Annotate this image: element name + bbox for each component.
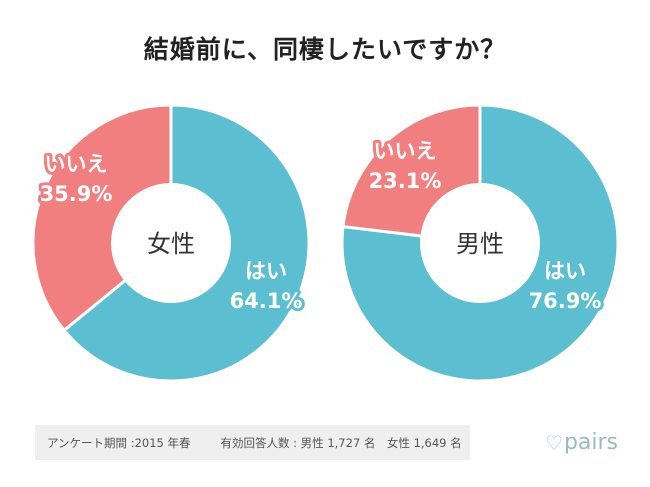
value-label: 35.9% [40,182,113,206]
logo-text: pairs [563,430,619,455]
pairs-logo: ♡ pairs [545,425,618,460]
value-label: 64.1% [230,289,303,313]
slice-いいえ [31,103,173,333]
survey-footer: アンケート期間 :2015 年春 有効回答人数 : 男性 1,727 名 女性 … [35,425,470,460]
slice-はい [340,103,620,383]
chart-title: 結婚前に、同棲したいですか？ [143,35,507,64]
category-label: はい [544,259,586,283]
value-label: 76.9% [529,289,602,313]
donut-hole [111,183,231,303]
value-label: 23.1% [369,169,442,193]
category-label: いいえ [45,152,108,176]
center-label: 男性 [456,230,504,258]
donut-hole [420,183,540,303]
respondent-count: 有効回答人数 : 男性 1,727 名 女性 1,649 名 [220,435,462,450]
category-label: はい [245,259,287,283]
center-label: 女性 [147,230,195,258]
heart-icon: ♡ [545,430,563,455]
survey-period: アンケート期間 :2015 年春 [47,435,191,450]
category-label: いいえ [374,139,437,163]
